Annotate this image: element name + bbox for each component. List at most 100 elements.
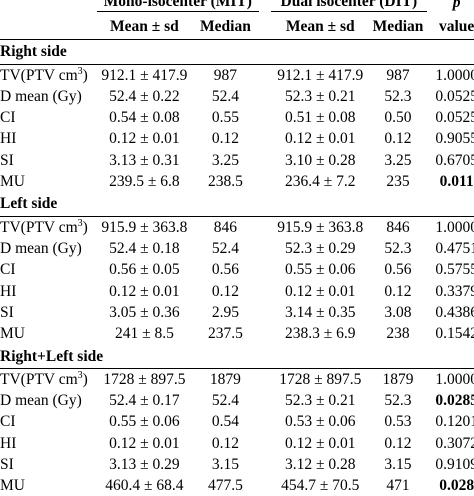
p-value-cell: 1.0000 — [435, 217, 474, 239]
mit-median-cell: 0.55 — [192, 107, 259, 128]
spacer-cell — [259, 238, 271, 259]
dit-mean-cell: 0.55 ± 0.06 — [271, 260, 369, 281]
mit-mean-cell: 3.13 ± 0.29 — [97, 454, 192, 475]
p-value-cell: 0.011 — [435, 171, 474, 192]
dit-mean-cell: 3.12 ± 0.28 — [271, 454, 369, 475]
dit-median-header: Median — [369, 15, 426, 40]
spacer-cell — [259, 217, 271, 239]
dit-mean-cell: 0.12 ± 0.01 — [271, 281, 369, 302]
dit-mean-cell: 52.3 ± 0.29 — [271, 238, 369, 259]
p-value-cell: 1.0000 — [435, 369, 474, 391]
spacer-cell — [427, 454, 436, 475]
dit-mean-header: Mean ± sd — [271, 15, 369, 40]
row-label: D mean (Gy) — [0, 86, 97, 107]
mit-mean-cell: 912.1 ± 417.9 — [97, 65, 192, 87]
spacer-cell — [259, 171, 271, 192]
spacer-cell — [259, 454, 271, 475]
dit-mean-cell: 0.51 ± 0.08 — [271, 107, 369, 128]
mit-median-cell: 52.4 — [192, 390, 259, 411]
spacer-cell — [427, 433, 436, 454]
mit-median-cell: 0.54 — [192, 412, 259, 433]
spacer-cell — [259, 433, 271, 454]
mit-mean-cell: 0.12 ± 0.01 — [97, 433, 192, 454]
mit-mean-header: Mean ± sd — [97, 15, 192, 40]
dit-mean-cell: 3.10 ± 0.28 — [271, 150, 369, 171]
mit-median-cell: 3.15 — [192, 454, 259, 475]
section-title: Right side — [0, 40, 474, 65]
mit-mean-cell: 0.56 ± 0.05 — [97, 260, 192, 281]
p-value-cell: 0.9109 — [435, 454, 474, 475]
row-label: TV(PTV cm3) — [0, 217, 97, 239]
spacer-cell — [259, 129, 271, 150]
spacer-cell — [259, 475, 271, 496]
mit-median-cell: 1879 — [192, 369, 259, 391]
section-header-row: Left side — [0, 192, 474, 217]
mit-mean-cell: 0.12 ± 0.01 — [97, 129, 192, 150]
dit-mean-cell: 238.3 ± 6.9 — [271, 323, 369, 344]
dit-median-cell: 0.50 — [369, 107, 426, 128]
mit-median-cell: 987 — [192, 65, 259, 87]
dit-median-cell: 238 — [369, 323, 426, 344]
dit-mean-cell: 52.3 ± 0.21 — [271, 390, 369, 411]
p-value-cell: 0.0285 — [435, 390, 474, 411]
mit-mean-cell: 239.5 ± 6.8 — [97, 171, 192, 192]
p-value-header: value — [435, 15, 474, 40]
mit-median-cell: 52.4 — [192, 86, 259, 107]
mit-median-cell: 238.5 — [192, 171, 259, 192]
p-value-cell: 0.0525 — [435, 107, 474, 128]
spacer-cell — [427, 412, 436, 433]
spacer-cell — [427, 150, 436, 171]
section-title: Left side — [0, 192, 474, 217]
spacer-cell — [427, 302, 436, 323]
mit-mean-cell: 0.55 ± 0.06 — [97, 412, 192, 433]
p-symbol: p — [435, 0, 474, 15]
section-title: Right+Left side — [0, 344, 474, 369]
row-label: SI — [0, 302, 97, 323]
row-label: CI — [0, 260, 97, 281]
dit-mean-cell: 0.12 ± 0.01 — [271, 129, 369, 150]
mit-median-cell: 0.12 — [192, 129, 259, 150]
p-value-cell: 0.4386 — [435, 302, 474, 323]
dit-median-cell: 0.56 — [369, 260, 426, 281]
p-value-cell: 0.028 — [435, 475, 474, 496]
mit-mean-cell: 1728 ± 897.5 — [97, 369, 192, 391]
spacer-cell — [427, 390, 436, 411]
p-value-cell: 0.4751 — [435, 238, 474, 259]
spacer-cell — [427, 171, 436, 192]
p-value-cell: 0.6705 — [435, 150, 474, 171]
section-header-row: Right side — [0, 40, 474, 65]
p-value-cell: 0.1542 — [435, 323, 474, 344]
row-label: HI — [0, 433, 97, 454]
dit-median-cell: 1879 — [369, 369, 426, 391]
row-label: D mean (Gy) — [0, 238, 97, 259]
spacer-cell — [427, 107, 436, 128]
mit-median-cell: 477.5 — [192, 475, 259, 496]
group-header-dit: Dual isocenter (DIT) — [271, 0, 426, 15]
dit-mean-cell: 915.9 ± 363.8 — [271, 217, 369, 239]
dit-mean-cell: 912.1 ± 417.9 — [271, 65, 369, 87]
mit-median-cell: 846 — [192, 217, 259, 239]
p-value-cell: 0.3072 — [435, 433, 474, 454]
dit-median-cell: 3.08 — [369, 302, 426, 323]
dit-mean-cell: 52.3 ± 0.21 — [271, 86, 369, 107]
spacer-cell — [259, 323, 271, 344]
mit-median-cell: 0.56 — [192, 260, 259, 281]
section-header-row: Right+Left side — [0, 344, 474, 369]
dit-median-cell: 52.3 — [369, 86, 426, 107]
dit-median-cell: 52.3 — [369, 390, 426, 411]
spacer-cell — [259, 65, 271, 87]
mit-median-cell: 0.12 — [192, 433, 259, 454]
mit-mean-cell: 0.54 ± 0.08 — [97, 107, 192, 128]
spacer-cell — [427, 86, 436, 107]
row-label: TV(PTV cm3) — [0, 369, 97, 391]
dit-mean-cell: 3.14 ± 0.35 — [271, 302, 369, 323]
mit-mean-cell: 3.05 ± 0.36 — [97, 302, 192, 323]
